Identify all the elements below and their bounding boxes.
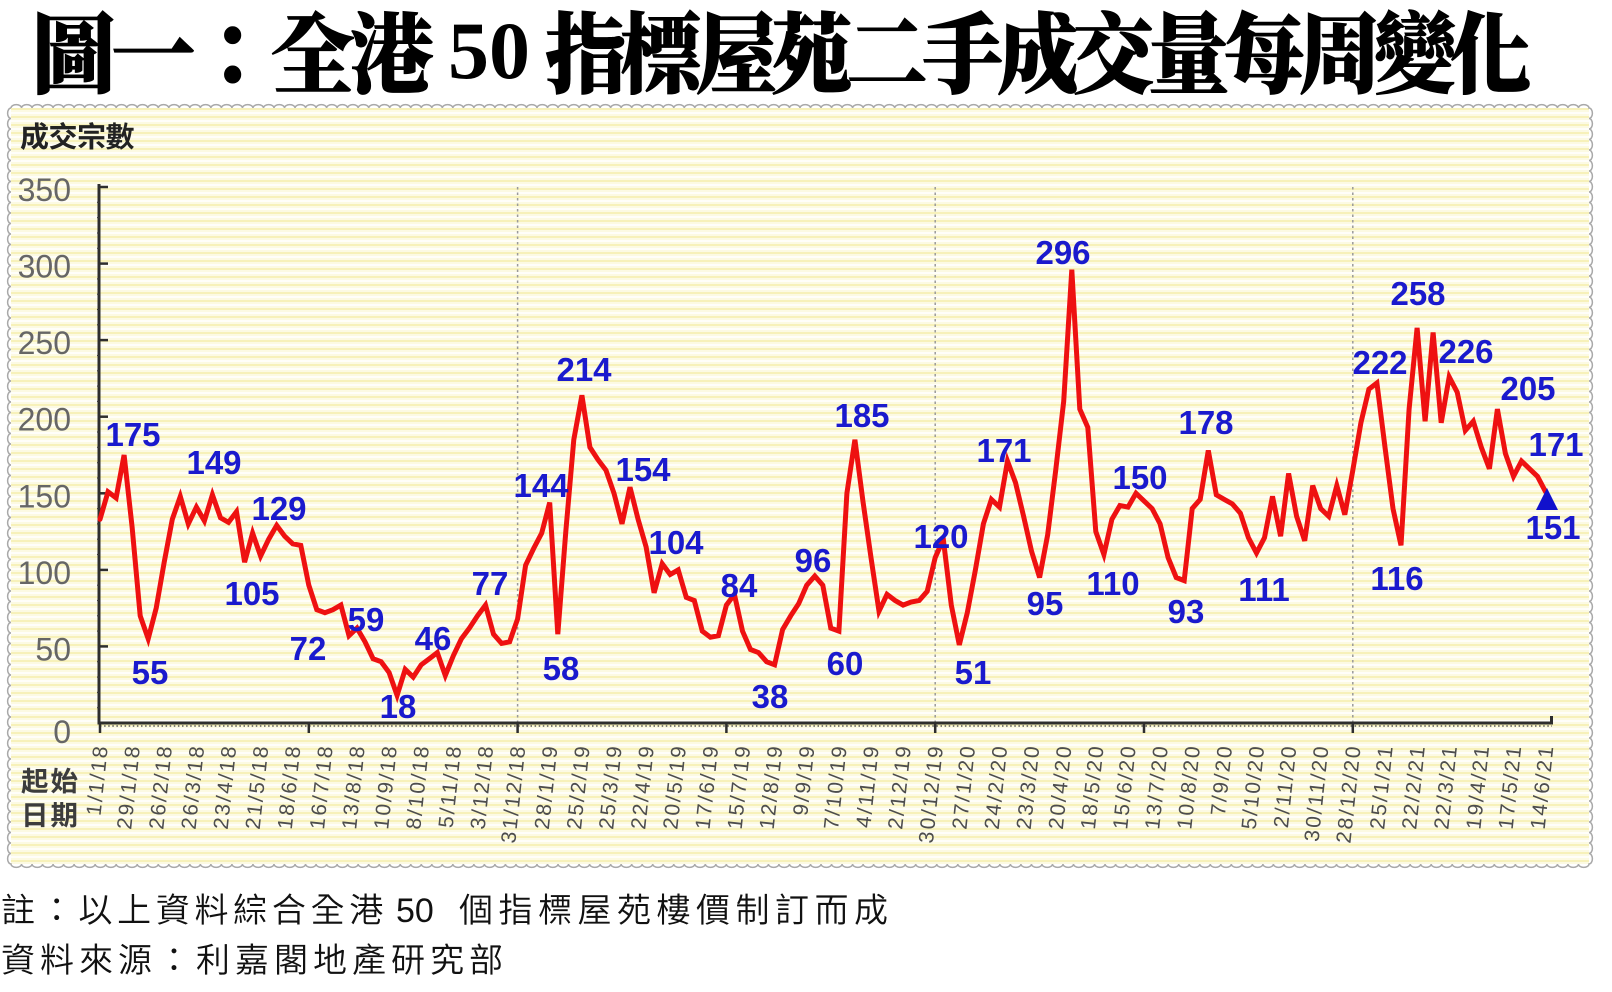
svg-text:0: 0 xyxy=(53,714,71,750)
svg-text:104: 104 xyxy=(648,524,704,561)
svg-text:105: 105 xyxy=(224,575,279,612)
svg-text:116: 116 xyxy=(1370,560,1423,597)
svg-text:84: 84 xyxy=(721,567,758,604)
svg-text:214: 214 xyxy=(556,351,612,388)
svg-text:50: 50 xyxy=(448,5,530,96)
svg-text:60: 60 xyxy=(827,645,864,682)
svg-text:350: 350 xyxy=(18,172,71,208)
svg-text:151: 151 xyxy=(1525,509,1580,546)
svg-text:296: 296 xyxy=(1035,234,1090,271)
svg-text:144: 144 xyxy=(513,467,569,504)
svg-text:50: 50 xyxy=(396,892,434,930)
svg-text:175: 175 xyxy=(105,416,160,453)
svg-text:55: 55 xyxy=(132,654,169,691)
svg-text:95: 95 xyxy=(1027,585,1064,622)
svg-text:150: 150 xyxy=(18,478,71,514)
svg-text:93: 93 xyxy=(1168,593,1205,630)
svg-text:171: 171 xyxy=(1528,426,1583,463)
svg-text:300: 300 xyxy=(18,249,71,285)
svg-text:200: 200 xyxy=(18,402,71,438)
svg-text:100: 100 xyxy=(18,555,71,591)
svg-text:58: 58 xyxy=(543,650,580,687)
svg-text:222: 222 xyxy=(1352,344,1407,381)
svg-text:178: 178 xyxy=(1178,404,1233,441)
svg-text:120: 120 xyxy=(913,518,968,555)
svg-text:72: 72 xyxy=(290,630,327,667)
svg-text:150: 150 xyxy=(1112,459,1167,496)
svg-text:154: 154 xyxy=(615,451,671,488)
svg-text:77: 77 xyxy=(472,565,509,602)
svg-text:258: 258 xyxy=(1390,275,1445,312)
svg-text:110: 110 xyxy=(1086,565,1139,602)
svg-text:171: 171 xyxy=(976,432,1031,469)
svg-text:149: 149 xyxy=(186,444,241,481)
svg-text:59: 59 xyxy=(348,601,385,638)
svg-text:96: 96 xyxy=(795,542,832,579)
svg-text:18: 18 xyxy=(380,688,417,725)
svg-text:226: 226 xyxy=(1438,333,1493,370)
svg-text:46: 46 xyxy=(415,620,452,657)
svg-text:51: 51 xyxy=(955,654,992,691)
svg-text:250: 250 xyxy=(18,325,71,361)
svg-text:185: 185 xyxy=(834,397,889,434)
svg-text:129: 129 xyxy=(251,490,306,527)
svg-text:38: 38 xyxy=(752,678,789,715)
svg-text:111: 111 xyxy=(1238,571,1289,608)
svg-text:205: 205 xyxy=(1500,370,1555,407)
svg-text:50: 50 xyxy=(35,631,71,667)
